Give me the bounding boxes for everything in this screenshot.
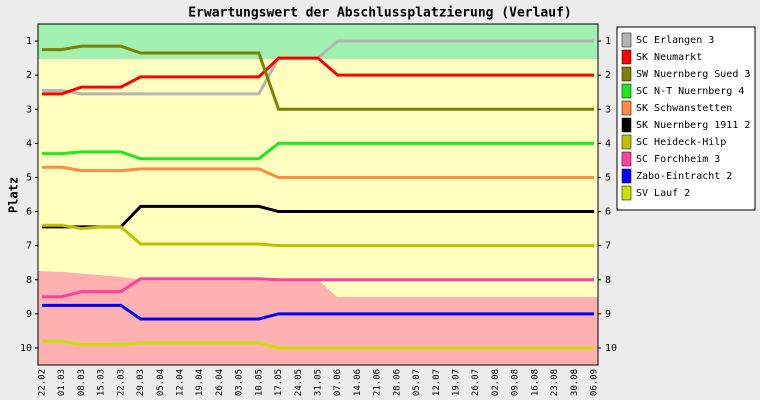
y2-tick-label: 8 <box>605 275 611 286</box>
legend-label: SV Lauf 2 <box>636 188 690 199</box>
y-tick-label: 7 <box>26 241 32 252</box>
x-tick-label: 15.03 <box>97 369 107 396</box>
x-tick-label: 12.04 <box>176 369 186 396</box>
plot-frame <box>37 23 599 366</box>
x-tick-label: 26.04 <box>215 369 225 396</box>
legend-swatch <box>621 168 632 184</box>
y-tick-label: 2 <box>26 70 32 81</box>
x-tick-label: 26.07 <box>471 369 481 396</box>
y2-tick-label: 7 <box>605 241 611 252</box>
y-tick-label: 1 <box>26 36 32 47</box>
legend-label: SK Nuernberg 1911 2 <box>636 120 750 131</box>
series-line <box>42 165 594 179</box>
legend-swatch <box>621 185 632 201</box>
y-tick-label: 9 <box>26 309 32 320</box>
legend-label: SC N-T Nuernberg 4 <box>636 86 744 97</box>
x-tick-label: 24.05 <box>294 369 304 396</box>
x-tick-label: 14.06 <box>353 369 363 396</box>
legend-swatch <box>621 134 632 150</box>
legend-label: SK Schwanstetten <box>636 103 732 114</box>
series-line <box>42 277 594 299</box>
x-tick-label: 31.05 <box>314 369 324 396</box>
x-tick-label: 21.06 <box>373 369 383 396</box>
legend-label: SC Forchheim 3 <box>636 154 720 165</box>
x-tick-label: 08.03 <box>77 369 87 396</box>
legend-swatch <box>621 49 632 65</box>
x-tick-label: 16.08 <box>530 369 540 396</box>
series-line <box>42 204 594 229</box>
x-tick-label: 03.05 <box>235 369 245 396</box>
legend-swatch <box>621 83 632 99</box>
x-tick-label: 01.03 <box>57 369 67 396</box>
x-tick-label: 12.07 <box>432 369 442 396</box>
y-tick-label: 5 <box>26 172 32 183</box>
x-tick-label: 22.03 <box>116 369 126 396</box>
y2-tick-label: 5 <box>605 172 611 183</box>
legend-label: SC Heideck-Hilp <box>636 137 726 148</box>
y2-tick-label: 1 <box>605 36 611 47</box>
legend-label: SC Erlangen 3 <box>636 35 714 46</box>
legend-label: Zabo-Eintracht 2 <box>636 171 732 182</box>
y-tick-label: 4 <box>26 138 32 149</box>
x-tick-label: 19.07 <box>452 369 462 396</box>
x-tick-label: 30.08 <box>570 369 580 396</box>
legend-swatch <box>621 117 632 133</box>
y2-tick-label: 10 <box>605 343 617 354</box>
y2-tick-label: 6 <box>605 207 611 218</box>
x-tick-label: 02.08 <box>491 369 501 396</box>
x-tick-label: 05.04 <box>156 369 166 396</box>
y-tick-label: 8 <box>26 275 32 286</box>
x-tick-label: 07.06 <box>333 369 343 396</box>
x-tick-label: 05.07 <box>412 369 422 396</box>
y-tick-label: 10 <box>20 343 32 354</box>
y2-tick-label: 4 <box>605 138 611 149</box>
legend-label: SW Nuernberg Sued 3 <box>636 69 750 80</box>
legend-swatch <box>621 100 632 116</box>
x-tick-label: 22.02 <box>38 369 48 396</box>
series-line <box>42 44 594 111</box>
legend <box>616 26 756 211</box>
y-tick-label: 6 <box>26 207 32 218</box>
x-tick-label: 29.03 <box>136 369 146 396</box>
chart-title: Erwartungswert der Abschlussplatzierung … <box>188 6 572 21</box>
y2-tick-label: 3 <box>605 104 611 115</box>
series-line <box>42 141 594 161</box>
series-line <box>42 56 594 96</box>
legend-swatch <box>621 151 632 167</box>
y-tick-label: 3 <box>26 104 32 115</box>
legend-swatch <box>621 32 632 48</box>
y-axis-label: Platz <box>7 177 21 213</box>
x-tick-label: 17.05 <box>274 369 284 396</box>
x-tick-label: 19.04 <box>195 369 205 396</box>
x-tick-label: 06.09 <box>590 369 600 396</box>
x-tick-label: 28.06 <box>392 369 402 396</box>
x-tick-label: 23.08 <box>550 369 560 396</box>
y2-tick-label: 9 <box>605 309 611 320</box>
x-tick-label: 10.05 <box>254 369 264 396</box>
x-tick-label: 09.08 <box>511 369 521 396</box>
y2-tick-label: 2 <box>605 70 611 81</box>
series-line <box>42 303 594 321</box>
series-line <box>42 223 594 248</box>
series-line <box>42 339 594 350</box>
legend-label: SK Neumarkt <box>636 52 702 63</box>
legend-swatch <box>621 66 632 82</box>
